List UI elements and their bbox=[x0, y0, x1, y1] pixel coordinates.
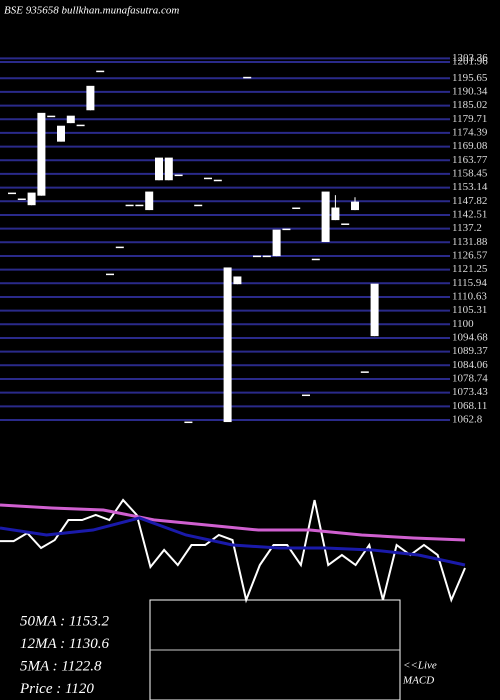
candle-body bbox=[66, 115, 75, 124]
y-tick-label: 1163.77 bbox=[452, 154, 488, 166]
candle-body bbox=[125, 204, 134, 207]
candle-body bbox=[302, 394, 310, 397]
y-tick-label: 1142.51 bbox=[452, 208, 487, 220]
readout: 12MA : 1130.6 bbox=[20, 636, 110, 652]
candle-body bbox=[341, 223, 350, 225]
candle-body bbox=[360, 371, 369, 373]
candle-body bbox=[243, 76, 252, 79]
indicator-line bbox=[0, 498, 466, 604]
chart-title: BSE 935658 bullkhan.munafasutra.com bbox=[4, 5, 179, 17]
candle-body bbox=[331, 207, 340, 221]
candle-body bbox=[194, 204, 203, 207]
y-tick-label: 1190.34 bbox=[452, 85, 488, 97]
readout: 5MA : 1122.8 bbox=[20, 658, 102, 674]
y-tick-label: 1179.71 bbox=[452, 113, 487, 125]
candle-body bbox=[17, 198, 26, 201]
candle-body bbox=[184, 421, 193, 424]
candle-body bbox=[223, 267, 232, 423]
y-tick-label: 1174.39 bbox=[452, 126, 488, 138]
candle-body bbox=[272, 229, 281, 257]
macd-label: MACD bbox=[402, 675, 434, 687]
y-tick-label: 1084.06 bbox=[452, 359, 488, 371]
y-tick-label: 1105.31 bbox=[452, 304, 487, 316]
candle-body bbox=[262, 255, 271, 258]
candle-body bbox=[233, 276, 242, 285]
candle-body bbox=[253, 255, 261, 258]
candle-body bbox=[27, 192, 36, 206]
y-tick-label: 1169.08 bbox=[452, 140, 488, 152]
candle-body bbox=[204, 177, 212, 180]
y-tick-label: 1100 bbox=[452, 318, 474, 330]
y-tick-label: 1121.25 bbox=[452, 263, 488, 275]
indicator-line bbox=[0, 516, 466, 567]
y-tick-label: 1126.57 bbox=[452, 249, 488, 261]
y-tick-label: 1153.14 bbox=[452, 181, 488, 193]
candle-body bbox=[351, 201, 359, 211]
candle-body bbox=[155, 157, 163, 181]
y-tick-label: 1089.37 bbox=[452, 345, 488, 357]
candle-body bbox=[106, 273, 114, 276]
candle-body bbox=[321, 191, 330, 242]
candle-body bbox=[135, 204, 144, 207]
y-tick-label: 1147.82 bbox=[452, 195, 487, 207]
y-tick-label: 1078.74 bbox=[452, 373, 488, 385]
candle-body bbox=[115, 246, 124, 249]
candle-body bbox=[174, 174, 183, 177]
candle-body bbox=[145, 191, 154, 211]
candle-body bbox=[86, 85, 95, 111]
y-tick-label: 1115.94 bbox=[452, 277, 487, 289]
y-tick-label: 1094.68 bbox=[452, 332, 488, 344]
indicator-line bbox=[0, 503, 466, 542]
candle-body bbox=[311, 258, 320, 261]
candle-body bbox=[96, 70, 105, 73]
y-tick-label: 1195.65 bbox=[452, 72, 488, 84]
macd-label: <<Live bbox=[403, 660, 437, 672]
readout: 50MA : 1153.2 bbox=[20, 613, 110, 629]
candle-body bbox=[164, 157, 173, 181]
candle-body bbox=[47, 115, 56, 118]
candle-body bbox=[8, 192, 16, 195]
candle-body bbox=[76, 124, 85, 127]
candle-body bbox=[292, 207, 301, 210]
y-tick-label: 1062.8 bbox=[452, 414, 483, 426]
candle-body bbox=[37, 112, 46, 196]
y-tick-label: 1110.63 bbox=[452, 290, 487, 302]
y-tick-label: 1068.11 bbox=[452, 400, 487, 412]
y-tick-label: 1158.45 bbox=[452, 167, 488, 179]
y-tick-label: 1201.96 bbox=[452, 56, 488, 68]
candle-body bbox=[213, 179, 222, 182]
candle-body bbox=[282, 228, 291, 231]
candle-body bbox=[57, 125, 65, 142]
y-tick-label: 1131.88 bbox=[452, 236, 488, 248]
candle-body bbox=[370, 283, 379, 337]
readout: Price : 1120 bbox=[19, 681, 94, 697]
y-tick-label: 1185.02 bbox=[452, 99, 487, 111]
y-tick-label: 1073.43 bbox=[452, 386, 488, 398]
y-tick-label: 1203.36 bbox=[452, 52, 488, 64]
y-tick-label: 1137.2 bbox=[452, 222, 482, 234]
